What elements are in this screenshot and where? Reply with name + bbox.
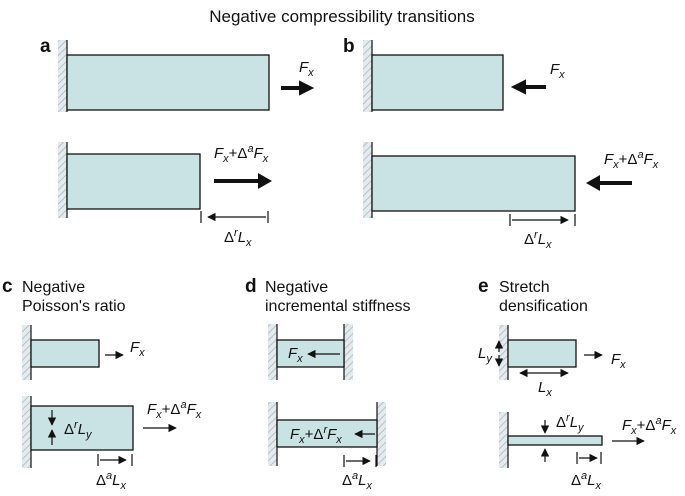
panel-c-title-line1: Negative <box>22 279 85 296</box>
panel-d-top-left-wall <box>268 324 277 380</box>
panel-e-Lx-label: Lx <box>538 379 552 399</box>
panel-d-title-line1: Negative <box>265 279 328 296</box>
panel-c-top-wall <box>22 325 31 380</box>
panel-a-bottom-force-arrow <box>214 173 272 189</box>
panel-b-top-wall <box>363 40 372 112</box>
panel-d-bottom-right-wall <box>377 402 386 466</box>
panel-b-top-force: Fx <box>550 61 565 81</box>
panel-c-inner-label: ΔrLy <box>64 419 93 441</box>
panel-c: c Negative Poisson's ratio Fx ΔrLy Fx+Δa… <box>2 276 202 492</box>
panel-d-bottom-left-wall <box>268 402 277 466</box>
panel-d: d Negative incremental stiffness Fx Fx+Δ… <box>245 276 411 492</box>
panel-a-top-force: Fx <box>299 59 314 79</box>
panel-d-bottom-force: Fx+ΔrFx <box>290 424 342 446</box>
panel-c-label: c <box>2 276 13 297</box>
panel-a-label: a <box>40 36 51 57</box>
panel-d-title-line2: incremental stiffness <box>265 298 411 315</box>
panel-b-bottom-wall <box>363 142 372 218</box>
panel-a-bottom-force: Fx+ΔaFx <box>214 143 269 165</box>
panel-d-dim-label: ΔaLx <box>342 470 373 492</box>
panel-d-top-right-wall <box>344 324 353 380</box>
panel-a-top-wall <box>58 40 67 112</box>
panel-e-top-force: Fx <box>611 351 626 371</box>
panel-c-top-force: Fx <box>130 339 145 359</box>
panel-e-top-wall <box>499 325 508 380</box>
panel-e-Ly-label: Ly <box>478 345 493 365</box>
panel-a: a Fx Fx+ΔaFx ΔrLx <box>40 36 315 249</box>
panel-e-label: e <box>478 276 489 297</box>
panel-a-top-force-arrow <box>281 80 315 96</box>
panel-e-thin-label: ΔrLy <box>556 412 585 434</box>
panel-e-bottom-force: Fx+ΔaFx <box>622 415 677 437</box>
panel-e-dim-label: ΔaLx <box>571 470 602 492</box>
panel-b-bottom-force: Fx+ΔaFx <box>604 149 659 171</box>
panel-e-title-line2: densification <box>499 298 588 315</box>
panel-c-bottom-wall <box>22 396 31 468</box>
panel-a-bottom-wall <box>58 142 67 218</box>
panel-d-label: d <box>245 276 257 297</box>
panel-c-bottom-bar <box>30 405 134 451</box>
panel-b-bottom-bar <box>371 155 576 212</box>
panel-e-top-bar <box>507 339 577 368</box>
panel-b-top-force-arrow <box>510 79 546 95</box>
panel-c-title-line2: Poisson's ratio <box>22 298 126 315</box>
panel-c-top-bar <box>30 339 100 368</box>
panel-b-bottom-force-arrow <box>586 175 632 191</box>
panel-e-bottom-bar <box>507 435 603 446</box>
panel-b-top-bar <box>371 54 504 111</box>
panel-a-top-bar <box>66 54 270 111</box>
figure-title: Negative compressibility transitions <box>209 7 475 26</box>
panel-b-label: b <box>343 36 355 57</box>
panel-a-bottom-bar <box>66 153 201 210</box>
panel-a-dim-label: ΔrLx <box>224 227 252 249</box>
panel-e-bottom-wall <box>499 412 508 468</box>
panel-e: e Stretch densification Ly Lx Fx ΔrLy Fx… <box>478 276 677 492</box>
panel-c-dim-label: ΔaLx <box>96 470 127 492</box>
panel-c-bottom-force: Fx+ΔaFx <box>147 399 202 421</box>
panel-b-dim-label: ΔrLx <box>524 229 552 251</box>
panel-b: b Fx Fx+ΔaFx ΔrLx <box>343 36 659 251</box>
panel-e-title-line1: Stretch <box>499 279 550 296</box>
panel-d-top-force: Fx <box>288 345 303 365</box>
